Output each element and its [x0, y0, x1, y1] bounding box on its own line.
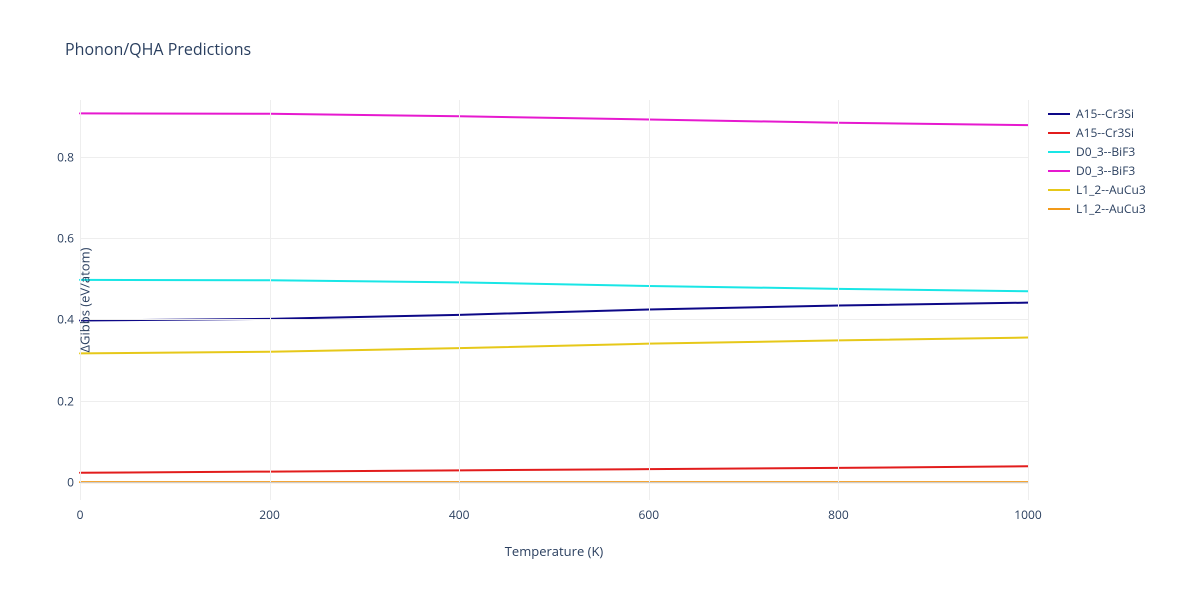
y-tick: 0.8	[57, 148, 74, 165]
x-tick: 600	[639, 506, 660, 523]
legend-item[interactable]: D0_3--BiF3	[1048, 142, 1146, 161]
grid-line-h	[80, 401, 1028, 402]
grid-line-v	[649, 100, 650, 500]
legend-item[interactable]: A15--Cr3Si	[1048, 104, 1146, 123]
series-line[interactable]	[80, 466, 1028, 473]
x-axis-label: Temperature (K)	[505, 542, 604, 560]
x-tick: 200	[259, 506, 280, 523]
legend-swatch	[1048, 208, 1070, 210]
legend-item[interactable]: A15--Cr3Si	[1048, 123, 1146, 142]
legend-label: L1_2--AuCu3	[1076, 181, 1146, 198]
grid-line-v	[1028, 100, 1029, 500]
y-tick: 0.6	[57, 230, 74, 247]
chart-title: Phonon/QHA Predictions	[65, 38, 251, 60]
legend-label: D0_3--BiF3	[1076, 143, 1135, 160]
grid-line-h	[80, 319, 1028, 320]
grid-line-h	[80, 238, 1028, 239]
legend-swatch	[1048, 132, 1070, 134]
y-tick: 0	[67, 473, 74, 490]
grid-line-h	[80, 157, 1028, 158]
x-tick: 800	[828, 506, 849, 523]
y-axis-label: ΔGibbs (eV/atom)	[75, 248, 93, 353]
grid-line-v	[270, 100, 271, 500]
series-layer	[80, 100, 1028, 500]
legend-swatch	[1048, 151, 1070, 153]
legend-swatch	[1048, 113, 1070, 115]
legend-label: A15--Cr3Si	[1076, 124, 1134, 141]
plot-area[interactable]: 0200400600800100000.20.40.60.8	[80, 100, 1028, 500]
legend-item[interactable]: L1_2--AuCu3	[1048, 180, 1146, 199]
chart-container: Phonon/QHA Predictions 02004006008001000…	[0, 0, 1200, 600]
series-line[interactable]	[80, 303, 1028, 321]
series-line[interactable]	[80, 280, 1028, 291]
series-line[interactable]	[80, 113, 1028, 125]
x-tick: 0	[77, 506, 84, 523]
y-tick: 0.4	[57, 311, 74, 328]
legend-label: A15--Cr3Si	[1076, 105, 1134, 122]
zero-line	[80, 482, 1028, 483]
legend-item[interactable]: L1_2--AuCu3	[1048, 199, 1146, 218]
grid-line-v	[459, 100, 460, 500]
y-tick: 0.2	[57, 392, 74, 409]
legend-item[interactable]: D0_3--BiF3	[1048, 161, 1146, 180]
x-tick: 1000	[1014, 506, 1041, 523]
x-tick: 400	[449, 506, 470, 523]
legend-label: D0_3--BiF3	[1076, 162, 1135, 179]
legend-swatch	[1048, 170, 1070, 172]
series-line[interactable]	[80, 338, 1028, 354]
grid-line-v	[838, 100, 839, 500]
legend-swatch	[1048, 189, 1070, 191]
legend-label: L1_2--AuCu3	[1076, 200, 1146, 217]
legend: A15--Cr3Si A15--Cr3Si D0_3--BiF3 D0_3--BiF3…	[1048, 104, 1146, 218]
